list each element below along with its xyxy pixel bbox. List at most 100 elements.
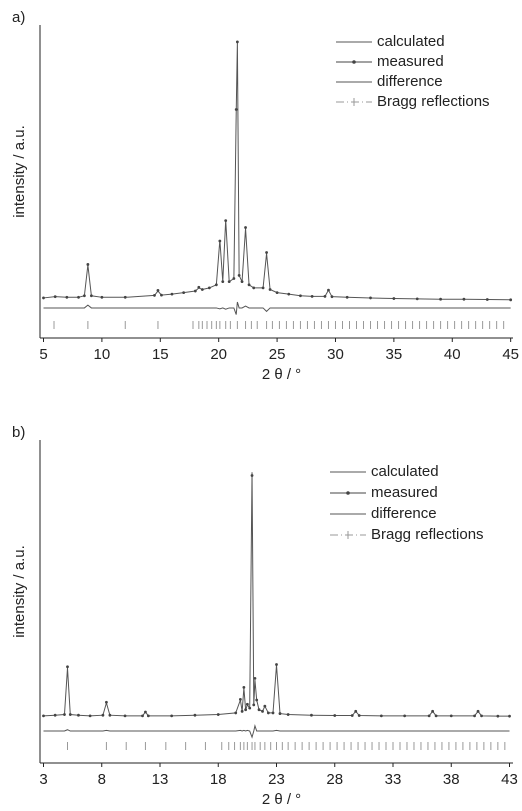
measured-point	[214, 283, 218, 287]
legend-label: difference	[377, 73, 443, 90]
measured-point	[232, 277, 236, 280]
x-tick-label: 28	[326, 771, 343, 788]
legend-label: calculated	[371, 463, 439, 480]
measured-point	[244, 226, 247, 229]
x-tick-label: 10	[94, 346, 111, 363]
measured-point	[508, 714, 511, 718]
x-tick-label: 30	[327, 346, 344, 363]
measured-point	[286, 713, 290, 716]
measured-point	[234, 108, 238, 111]
measured-point	[253, 676, 257, 680]
measured-point	[244, 708, 248, 712]
series-line	[43, 301, 511, 315]
legend-marker	[352, 60, 356, 64]
measured-point	[82, 294, 86, 298]
measured-point	[242, 686, 246, 689]
measured-point	[197, 285, 201, 289]
measured-point	[265, 251, 268, 254]
measured-point	[240, 280, 244, 284]
measured-point	[53, 295, 57, 299]
measured-point	[476, 709, 480, 713]
measured-point	[160, 293, 163, 297]
measured-point	[257, 708, 261, 712]
y-axis-label: intensity / a.u.	[11, 545, 28, 638]
measured-point	[462, 297, 466, 301]
measured-point	[88, 714, 92, 718]
measured-point	[275, 291, 279, 295]
measured-point	[66, 665, 69, 669]
measured-point	[268, 288, 272, 291]
measured-point	[496, 714, 500, 718]
measured-point	[439, 297, 442, 301]
x-tick-label: 13	[152, 771, 169, 788]
x-tick-label: 35	[386, 346, 403, 363]
measured-point	[101, 713, 105, 717]
measured-point	[65, 295, 69, 299]
measured-point	[357, 714, 361, 717]
measured-point	[123, 714, 127, 718]
measured-point	[248, 706, 252, 710]
measured-point	[263, 704, 267, 708]
measured-point	[327, 288, 330, 292]
panel-label: b)	[12, 424, 25, 441]
measured-point	[271, 711, 275, 715]
x-tick-label: 40	[444, 346, 461, 363]
measured-point	[369, 296, 372, 300]
measured-point	[287, 292, 291, 296]
measured-point	[427, 714, 431, 718]
measured-point	[247, 283, 251, 287]
legend-marker	[346, 491, 350, 495]
legend-label: difference	[371, 505, 437, 522]
measured-point	[379, 714, 383, 718]
measured-point	[240, 709, 244, 713]
y-axis-label: intensity / a.u.	[11, 125, 28, 218]
measured-point	[227, 280, 231, 284]
measured-point	[141, 714, 144, 718]
measured-point	[480, 714, 483, 718]
measured-point	[193, 289, 197, 293]
legend-label: measured	[371, 484, 438, 501]
measured-point	[323, 294, 327, 298]
x-tick-label: 8	[98, 771, 106, 788]
measured-point	[153, 294, 156, 297]
measured-point	[449, 714, 453, 718]
measured-point	[53, 713, 57, 717]
measured-point	[77, 295, 80, 299]
measured-point	[261, 709, 264, 713]
measured-point	[238, 697, 242, 701]
measured-point	[275, 663, 278, 666]
x-axis-label: 2 θ / °	[262, 791, 301, 808]
x-tick-label: 15	[152, 346, 169, 363]
measured-point	[473, 714, 476, 718]
x-tick-label: 25	[269, 346, 286, 363]
measured-point	[237, 274, 241, 277]
series-line	[43, 724, 510, 739]
measured-point	[218, 239, 222, 243]
measured-point	[170, 292, 174, 296]
legend-label: calculated	[377, 33, 445, 50]
measured-point	[252, 286, 256, 290]
legend-label: Bragg reflections	[377, 93, 490, 110]
measured-point	[310, 294, 314, 298]
measured-point	[100, 295, 104, 299]
measured-point	[89, 294, 93, 298]
measured-point	[182, 291, 186, 295]
measured-point	[278, 712, 282, 715]
measured-point	[333, 714, 337, 717]
measured-point	[330, 295, 334, 299]
measured-point	[250, 474, 254, 477]
measured-point	[105, 700, 108, 704]
measured-point	[310, 713, 313, 717]
measured-point	[235, 40, 239, 44]
x-tick-label: 23	[268, 771, 285, 788]
legend-label: measured	[377, 53, 444, 70]
measured-point	[350, 714, 354, 717]
measured-point	[234, 711, 238, 715]
measured-point	[434, 714, 438, 718]
x-tick-label: 43	[501, 771, 518, 788]
x-tick-label: 3	[39, 771, 47, 788]
measured-point	[108, 713, 112, 717]
x-tick-label: 45	[502, 346, 519, 363]
measured-point	[144, 710, 147, 714]
